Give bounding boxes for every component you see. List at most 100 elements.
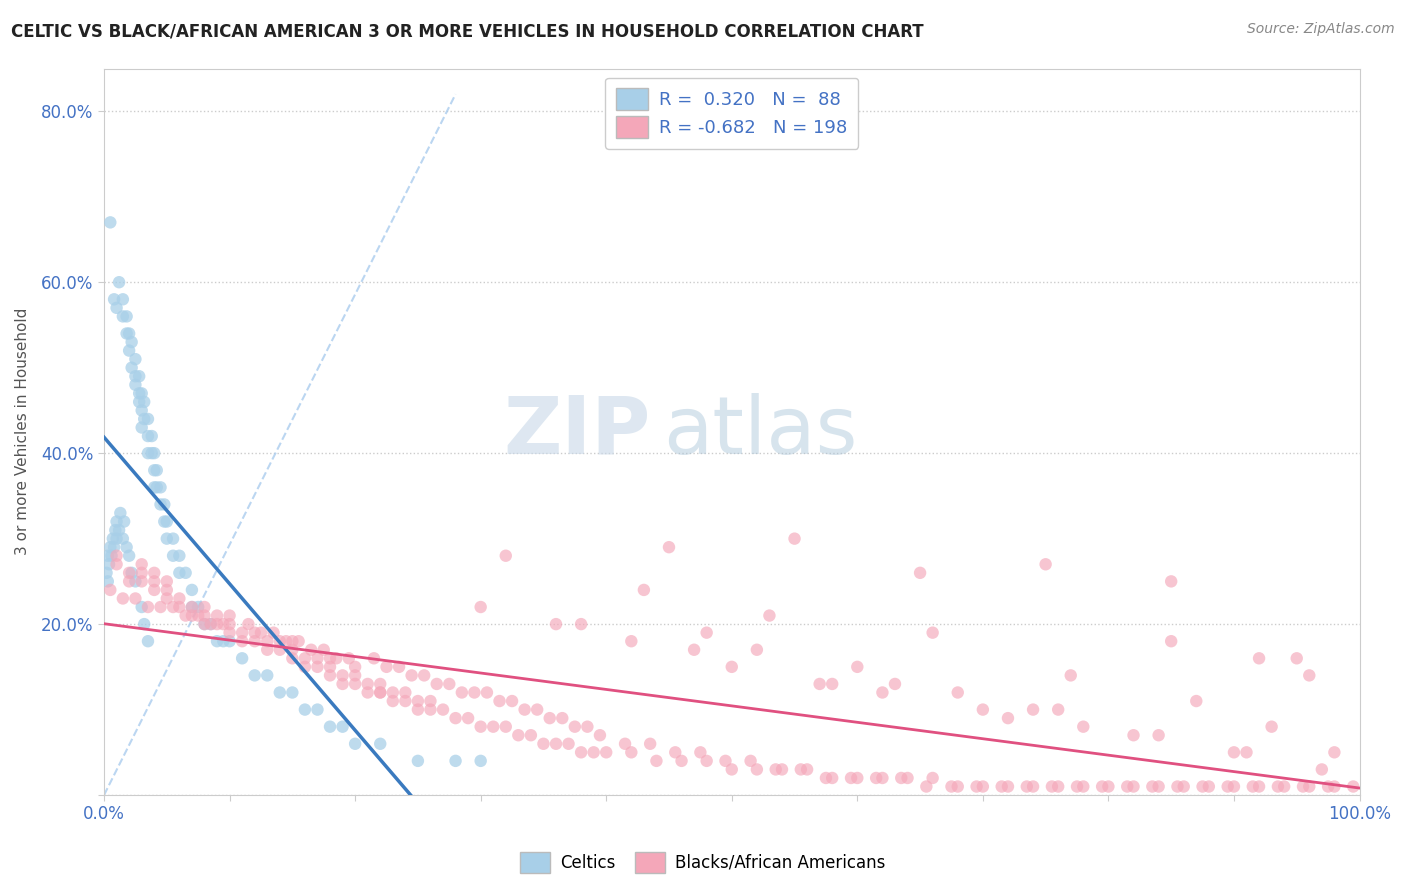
Point <box>1236 745 1258 759</box>
Point <box>136 600 159 615</box>
Point <box>162 549 184 563</box>
Point <box>1142 780 1164 794</box>
Legend: Celtics, Blacks/African Americans: Celtics, Blacks/African Americans <box>513 846 893 880</box>
Point <box>714 754 737 768</box>
Point <box>1341 780 1364 794</box>
Point <box>896 771 918 785</box>
Point <box>538 711 561 725</box>
Point <box>946 780 969 794</box>
Point <box>319 660 342 674</box>
Point <box>1241 780 1264 794</box>
Point <box>108 275 131 289</box>
Point <box>131 386 153 401</box>
Point <box>156 574 179 589</box>
Point <box>180 600 202 615</box>
Point <box>884 677 907 691</box>
Point <box>98 540 121 554</box>
Point <box>312 642 335 657</box>
Point <box>1066 780 1088 794</box>
Point <box>1292 780 1315 794</box>
Point <box>997 711 1019 725</box>
Point <box>796 763 818 777</box>
Point <box>783 532 806 546</box>
Point <box>121 566 143 580</box>
Point <box>287 634 309 648</box>
Point <box>1091 780 1114 794</box>
Point <box>205 608 228 623</box>
Point <box>118 566 141 580</box>
Point <box>231 625 253 640</box>
Point <box>231 651 253 665</box>
Point <box>495 720 517 734</box>
Point <box>368 685 391 699</box>
Point <box>470 600 492 615</box>
Point <box>111 293 134 307</box>
Point <box>846 771 869 785</box>
Point <box>557 737 579 751</box>
Point <box>174 566 197 580</box>
Point <box>118 574 141 589</box>
Point <box>450 685 472 699</box>
Point <box>124 574 146 589</box>
Text: Source: ZipAtlas.com: Source: ZipAtlas.com <box>1247 22 1395 37</box>
Point <box>111 591 134 606</box>
Point <box>294 703 316 717</box>
Point <box>269 685 291 699</box>
Point <box>1298 668 1320 682</box>
Point <box>344 737 367 751</box>
Point <box>520 728 543 742</box>
Point <box>921 771 943 785</box>
Point <box>865 771 887 785</box>
Point <box>633 582 655 597</box>
Point <box>740 754 762 768</box>
Point <box>839 771 862 785</box>
Point <box>1122 780 1144 794</box>
Point <box>136 634 159 648</box>
Point <box>595 745 617 759</box>
Point <box>101 532 124 546</box>
Point <box>645 754 668 768</box>
Point <box>1267 780 1289 794</box>
Point <box>193 600 215 615</box>
Point <box>169 566 191 580</box>
Point <box>394 694 416 708</box>
Point <box>256 642 278 657</box>
Point <box>544 617 567 632</box>
Point <box>104 523 127 537</box>
Point <box>821 677 844 691</box>
Point <box>1323 745 1346 759</box>
Point <box>108 523 131 537</box>
Point <box>131 403 153 417</box>
Point <box>664 745 686 759</box>
Point <box>105 558 128 572</box>
Point <box>614 737 637 751</box>
Point <box>533 737 555 751</box>
Point <box>110 506 132 520</box>
Y-axis label: 3 or more Vehicles in Household: 3 or more Vehicles in Household <box>15 308 30 556</box>
Point <box>250 625 273 640</box>
Point <box>1260 720 1282 734</box>
Point <box>243 668 266 682</box>
Point <box>444 754 467 768</box>
Point <box>790 763 813 777</box>
Point <box>169 549 191 563</box>
Point <box>131 566 153 580</box>
Point <box>105 549 128 563</box>
Point <box>814 771 837 785</box>
Point <box>513 703 536 717</box>
Point <box>243 625 266 640</box>
Point <box>105 532 128 546</box>
Point <box>368 677 391 691</box>
Point <box>128 369 150 384</box>
Point <box>143 480 166 494</box>
Point <box>134 395 156 409</box>
Point <box>105 515 128 529</box>
Point <box>671 754 693 768</box>
Point <box>1216 780 1239 794</box>
Point <box>145 463 167 477</box>
Point <box>972 780 994 794</box>
Point <box>128 395 150 409</box>
Point <box>1223 745 1246 759</box>
Point <box>136 446 159 460</box>
Point <box>180 582 202 597</box>
